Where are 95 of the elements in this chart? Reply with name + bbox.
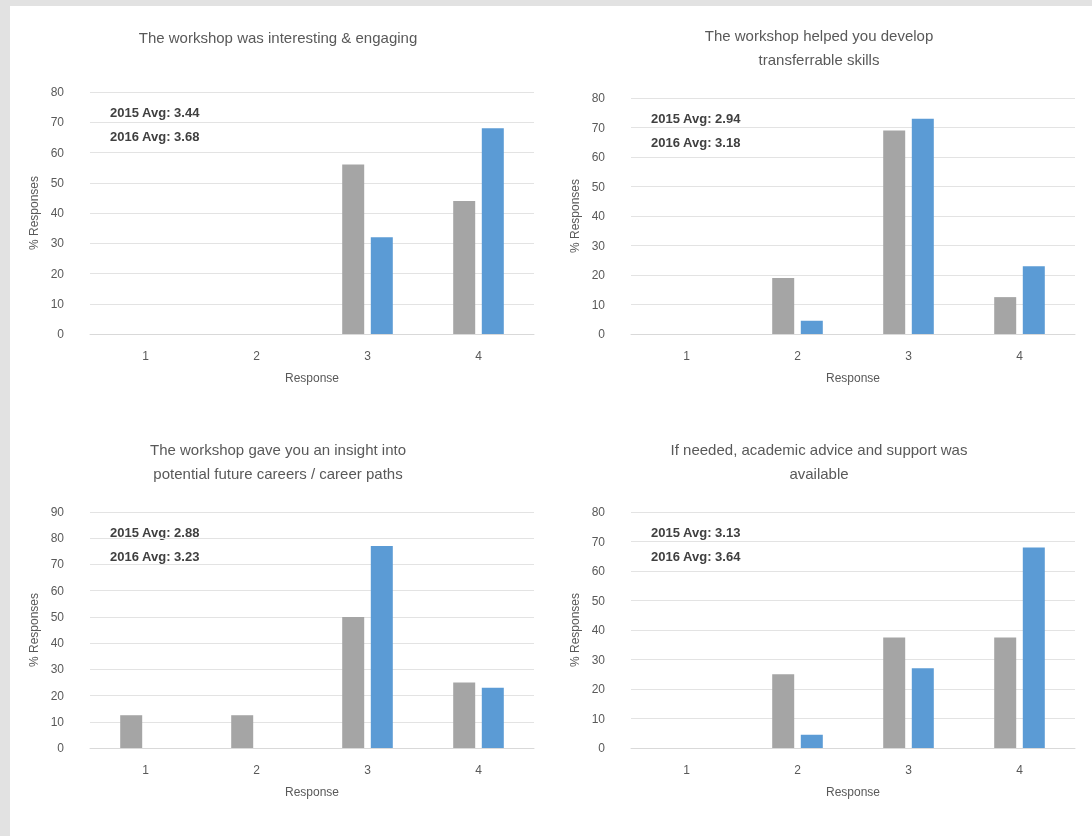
y-tick-label: 80 [50, 531, 65, 546]
annotation: 2016 Avg: 3.18 [651, 134, 741, 150]
y-tick-label: 0 [598, 741, 606, 755]
bar [370, 546, 393, 748]
x-tick-label: 3 [364, 763, 372, 777]
x-tick-label: 3 [364, 349, 372, 363]
y-tick-label: 80 [591, 91, 606, 105]
chart-title: If needed, academic advice and support was available [670, 440, 968, 482]
y-tick-label: 70 [50, 557, 65, 572]
bar [1022, 266, 1045, 334]
annotation: 2016 Avg: 3.64 [651, 548, 742, 564]
x-axis-title: Response [825, 371, 881, 385]
annotation: 2016 Avg: 3.23 [110, 548, 200, 564]
chart-title: The workshop was interesting & engaging [138, 28, 418, 46]
bar [772, 277, 795, 334]
annotation: 2016 Avg: 3.68 [110, 128, 200, 144]
y-tick-label: 60 [591, 564, 606, 578]
y-tick-label: 0 [57, 327, 65, 341]
y-axis-title: % Responses [26, 592, 41, 668]
bar [342, 164, 365, 334]
y-tick-label: 30 [591, 652, 606, 667]
x-tick-label: 1 [142, 349, 150, 363]
x-tick-label: 2 [794, 349, 802, 363]
y-tick-label: 50 [50, 175, 65, 190]
bar [453, 200, 476, 334]
x-tick-label: 3 [905, 349, 913, 363]
x-axis-title: Response [825, 785, 881, 799]
y-axis-title: % Responses [567, 178, 582, 254]
y-tick-label: 20 [50, 266, 65, 281]
annotation: 2015 Avg: 2.88 [110, 524, 200, 540]
y-tick-label: 20 [591, 682, 606, 696]
y-tick-label: 80 [591, 505, 606, 519]
bar [883, 130, 906, 334]
y-tick-label: 50 [591, 179, 606, 194]
bar [883, 637, 906, 748]
x-tick-label: 2 [253, 763, 261, 777]
y-tick-label: 30 [50, 236, 65, 251]
chart-title: The workshop helped you develop transferrable skills [704, 26, 934, 68]
bar [911, 118, 934, 334]
x-tick-label: 4 [1016, 763, 1024, 777]
y-tick-label: 20 [591, 268, 606, 282]
bar [994, 297, 1017, 334]
bar [231, 715, 254, 748]
annotation: 2015 Avg: 3.13 [651, 524, 741, 540]
y-axis-title: % Responses [567, 592, 582, 668]
bar [1022, 547, 1045, 748]
bar [481, 687, 504, 748]
y-tick-label: 60 [591, 150, 606, 164]
y-tick-label: 70 [591, 120, 606, 135]
y-tick-label: 40 [50, 636, 65, 651]
x-tick-label: 4 [475, 763, 483, 777]
x-axis-title: Response [284, 785, 340, 799]
x-tick-label: 4 [475, 349, 483, 363]
y-tick-label: 80 [50, 85, 65, 99]
y-tick-label: 10 [50, 296, 65, 311]
x-axis-title: Response [284, 371, 340, 385]
y-tick-label: 90 [50, 505, 65, 519]
bar [120, 715, 143, 748]
y-tick-label: 20 [50, 688, 65, 703]
y-tick-label: 50 [50, 609, 65, 624]
bar [342, 616, 365, 748]
y-tick-label: 70 [50, 115, 65, 130]
y-tick-label: 0 [57, 741, 65, 755]
y-tick-label: 50 [591, 593, 606, 608]
bar [370, 237, 393, 334]
y-tick-label: 30 [50, 662, 65, 677]
bar [481, 128, 504, 334]
y-tick-label: 0 [598, 327, 606, 341]
annotation: 2015 Avg: 3.44 [110, 104, 201, 120]
bar [800, 320, 823, 334]
bar [772, 674, 795, 748]
x-tick-label: 1 [683, 763, 691, 777]
y-tick-label: 60 [50, 583, 65, 598]
y-tick-label: 40 [50, 206, 65, 220]
bar [800, 734, 823, 748]
chart-title: The workshop gave you an insight into potential future careers / career paths [150, 440, 406, 482]
bar [911, 668, 934, 748]
y-tick-label: 10 [591, 711, 606, 726]
x-tick-label: 3 [905, 763, 913, 777]
x-tick-label: 1 [683, 349, 691, 363]
bar [994, 637, 1017, 748]
y-tick-label: 60 [50, 145, 65, 160]
y-tick-label: 40 [591, 209, 606, 223]
y-tick-label: 10 [50, 714, 65, 729]
y-tick-label: 10 [591, 297, 606, 312]
x-tick-label: 2 [253, 349, 261, 363]
x-tick-label: 1 [142, 763, 150, 777]
y-tick-label: 40 [591, 623, 606, 637]
y-axis-title: % Responses [26, 175, 41, 251]
annotation: 2015 Avg: 2.94 [651, 110, 742, 126]
x-tick-label: 2 [794, 763, 802, 777]
y-tick-label: 70 [591, 534, 606, 549]
bar [453, 682, 476, 748]
y-tick-label: 30 [591, 238, 606, 253]
x-tick-label: 4 [1016, 349, 1024, 363]
